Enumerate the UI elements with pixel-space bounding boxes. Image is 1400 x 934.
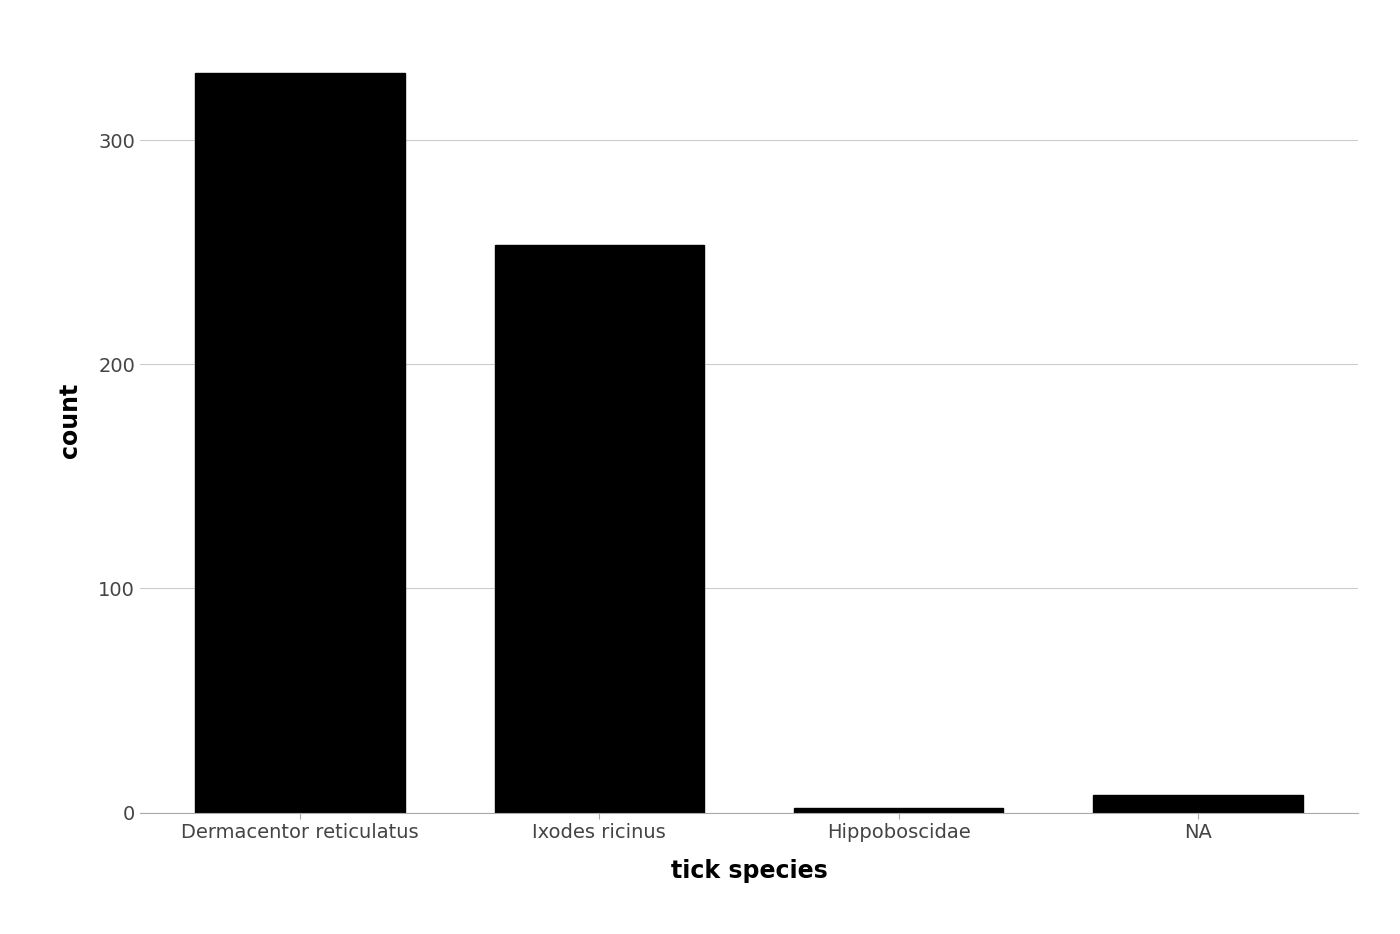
X-axis label: tick species: tick species: [671, 858, 827, 883]
Bar: [196, 73, 405, 813]
Bar: [1093, 795, 1302, 813]
Bar: [794, 808, 1004, 813]
Bar: [494, 246, 704, 813]
Y-axis label: count: count: [57, 383, 81, 458]
